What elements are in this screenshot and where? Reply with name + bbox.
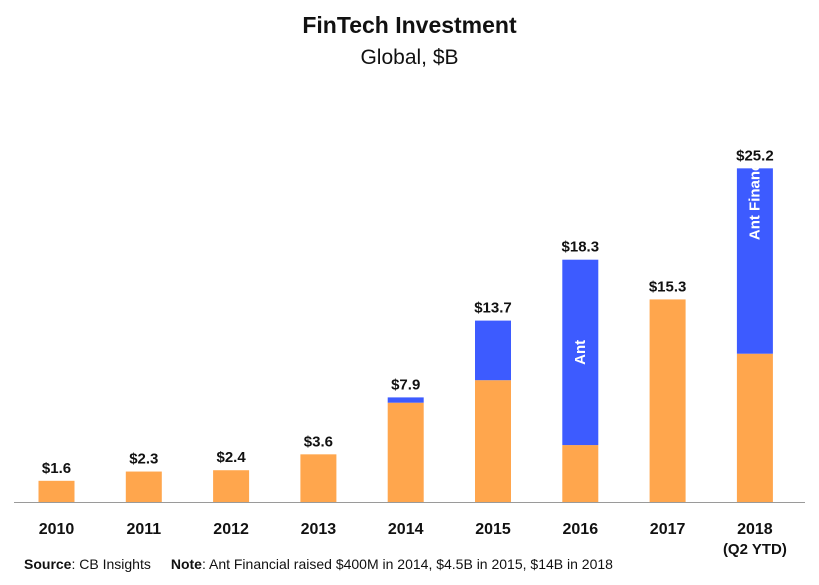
x-tick-label: 2018	[737, 521, 773, 538]
bar-segment-base	[736, 353, 773, 502]
bar-segment-ant-financial	[387, 397, 424, 403]
bar-segment-ant-financial	[562, 259, 599, 446]
data-label: $2.3	[129, 451, 158, 468]
data-label: $3.6	[304, 433, 333, 450]
x-tick-sublabel: (Q2 YTD)	[723, 541, 787, 558]
data-label: $7.9	[391, 376, 420, 393]
bar-segment-base	[475, 380, 511, 502]
data-label: $15.3	[649, 278, 687, 295]
x-tick-label: 2014	[388, 521, 424, 538]
source-text: : CB Insights	[71, 556, 151, 572]
x-tick-label: 2012	[213, 521, 249, 538]
bar-segment-base	[300, 454, 337, 502]
bar-segment-base	[387, 402, 424, 502]
chart-footer: Source: CB Insights Note: Ant Financial r…	[24, 556, 613, 572]
bar-segment-ant-financial	[736, 168, 773, 354]
chart-title: FinTech Investment	[302, 12, 517, 38]
x-tick-label: 2010	[39, 521, 75, 538]
source-label: Source	[24, 556, 72, 572]
x-tick-label: 2011	[126, 521, 161, 538]
data-label: $18.3	[562, 239, 600, 256]
x-tick-label: 2016	[563, 521, 599, 538]
data-label: $2.4	[216, 449, 246, 466]
data-label: $13.7	[474, 300, 512, 317]
bar-segment-base	[649, 299, 686, 502]
note-label: Note	[170, 556, 202, 572]
data-label: $25.2	[736, 147, 774, 164]
x-tick-label: 2015	[475, 521, 511, 538]
bar-segment-base	[562, 445, 599, 502]
chart-subtitle: Global, $B	[360, 46, 459, 69]
x-tick-label: 2017	[650, 521, 686, 538]
segment-label: Ant Financial	[746, 146, 763, 240]
segment-label: Ant	[572, 340, 589, 365]
bar-segment-ant-financial	[475, 320, 511, 381]
data-label: $1.6	[42, 460, 71, 477]
note-text: : Ant Financial raised $400M in 2014, $4…	[201, 556, 613, 572]
x-tick-label: 2013	[301, 521, 337, 538]
bar-segment-base	[38, 480, 75, 502]
bar-segment-base	[213, 470, 250, 502]
bar-segment-base	[125, 471, 162, 502]
